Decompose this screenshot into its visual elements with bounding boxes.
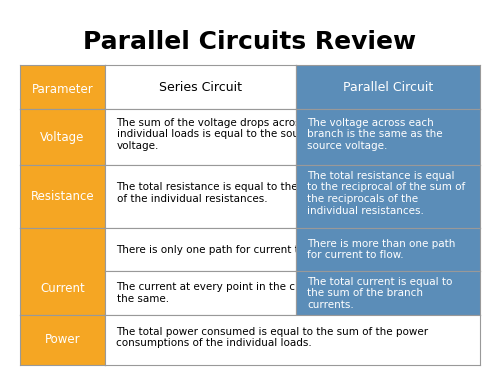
Text: The total resistance is equal to the sum
of the individual resistances.: The total resistance is equal to the sum… (116, 183, 324, 204)
Text: There is only one path for current to flow.: There is only one path for current to fl… (116, 244, 333, 255)
Text: The voltage across each
branch is the same as the
source voltage.: The voltage across each branch is the sa… (307, 118, 442, 151)
Text: Parallel Circuits Review: Parallel Circuits Review (84, 30, 416, 54)
Text: Voltage: Voltage (40, 130, 84, 144)
Text: There is more than one path
for current to flow.: There is more than one path for current … (307, 239, 456, 261)
Text: The sum of the voltage drops across the
individual loads is equal to the source
: The sum of the voltage drops across the … (116, 118, 327, 151)
Text: The total current is equal to
the sum of the branch
currents.: The total current is equal to the sum of… (307, 276, 452, 310)
Text: Series Circuit: Series Circuit (159, 81, 242, 94)
Text: Power: Power (44, 333, 80, 346)
Text: Current: Current (40, 282, 85, 295)
Text: The total power consumed is equal to the sum of the power
consumptions of the in: The total power consumed is equal to the… (116, 327, 428, 348)
Text: Parallel Circuit: Parallel Circuit (343, 81, 433, 94)
Text: Parameter: Parameter (32, 83, 94, 96)
Text: The current at every point in the circuit is
the same.: The current at every point in the circui… (116, 282, 334, 304)
Text: The total resistance is equal
to the reciprocal of the sum of
the reciprocals of: The total resistance is equal to the rec… (307, 171, 466, 216)
Text: Resistance: Resistance (30, 190, 94, 203)
